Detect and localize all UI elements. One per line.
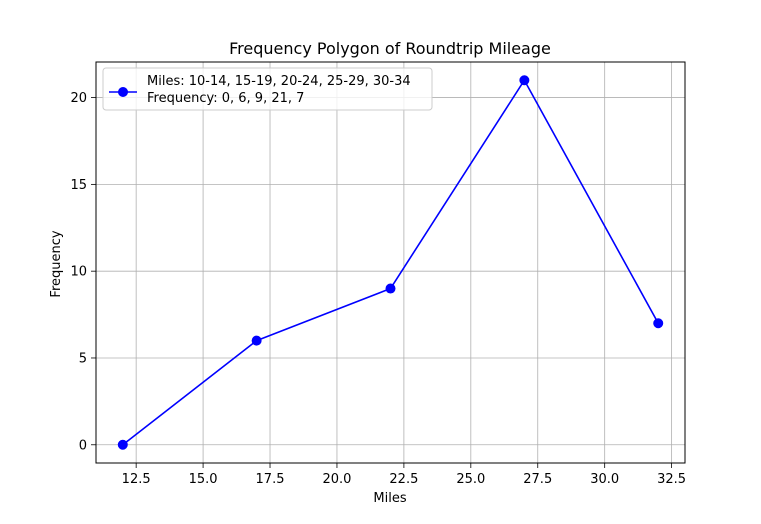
- x-axis-ticks: 12.5 15.0 17.5 20.0 22.5 25.0 27.5 30.0 32.5: [122, 463, 686, 487]
- y-tick-label: 10: [70, 265, 87, 280]
- x-tick-label: 25.0: [456, 472, 485, 487]
- data-point-marker: [385, 283, 396, 294]
- chart-title: Frequency Polygon of Roundtrip Mileage: [229, 39, 551, 58]
- data-point-marker: [251, 335, 262, 346]
- series-layer: [117, 75, 664, 450]
- y-tick-label: 0: [79, 438, 87, 453]
- y-tick-label: 15: [70, 178, 87, 193]
- y-tick-label: 20: [70, 91, 87, 106]
- x-tick-label: 22.5: [389, 472, 418, 487]
- plot-area-frame: [95, 61, 686, 464]
- x-tick-label: 27.5: [523, 472, 552, 487]
- x-tick-label: 17.5: [256, 472, 285, 487]
- legend-marker-swatch: [118, 87, 128, 97]
- y-axis-ticks: 0 5 10 15 20: [70, 91, 96, 453]
- data-point-marker: [117, 439, 128, 450]
- legend: Miles: 10-14, 15-19, 20-24, 25-29, 30-34…: [102, 67, 433, 111]
- legend-label-line-1: Miles: 10-14, 15-19, 20-24, 25-29, 30-34: [147, 74, 411, 89]
- y-tick-label: 5: [79, 351, 87, 366]
- x-axis-label: Miles: [373, 491, 406, 506]
- data-point-marker: [519, 75, 530, 86]
- x-tick-label: 15.0: [189, 472, 218, 487]
- x-tick-label: 20.0: [322, 472, 351, 487]
- data-point-marker: [653, 318, 664, 329]
- legend-label-line-2: Frequency: 0, 6, 9, 21, 7: [147, 91, 304, 106]
- legend-box: [102, 67, 433, 111]
- x-tick-label: 32.5: [657, 472, 686, 487]
- y-axis-label: Frequency: [49, 230, 64, 297]
- x-tick-label: 12.5: [122, 472, 151, 487]
- x-tick-label: 30.0: [590, 472, 619, 487]
